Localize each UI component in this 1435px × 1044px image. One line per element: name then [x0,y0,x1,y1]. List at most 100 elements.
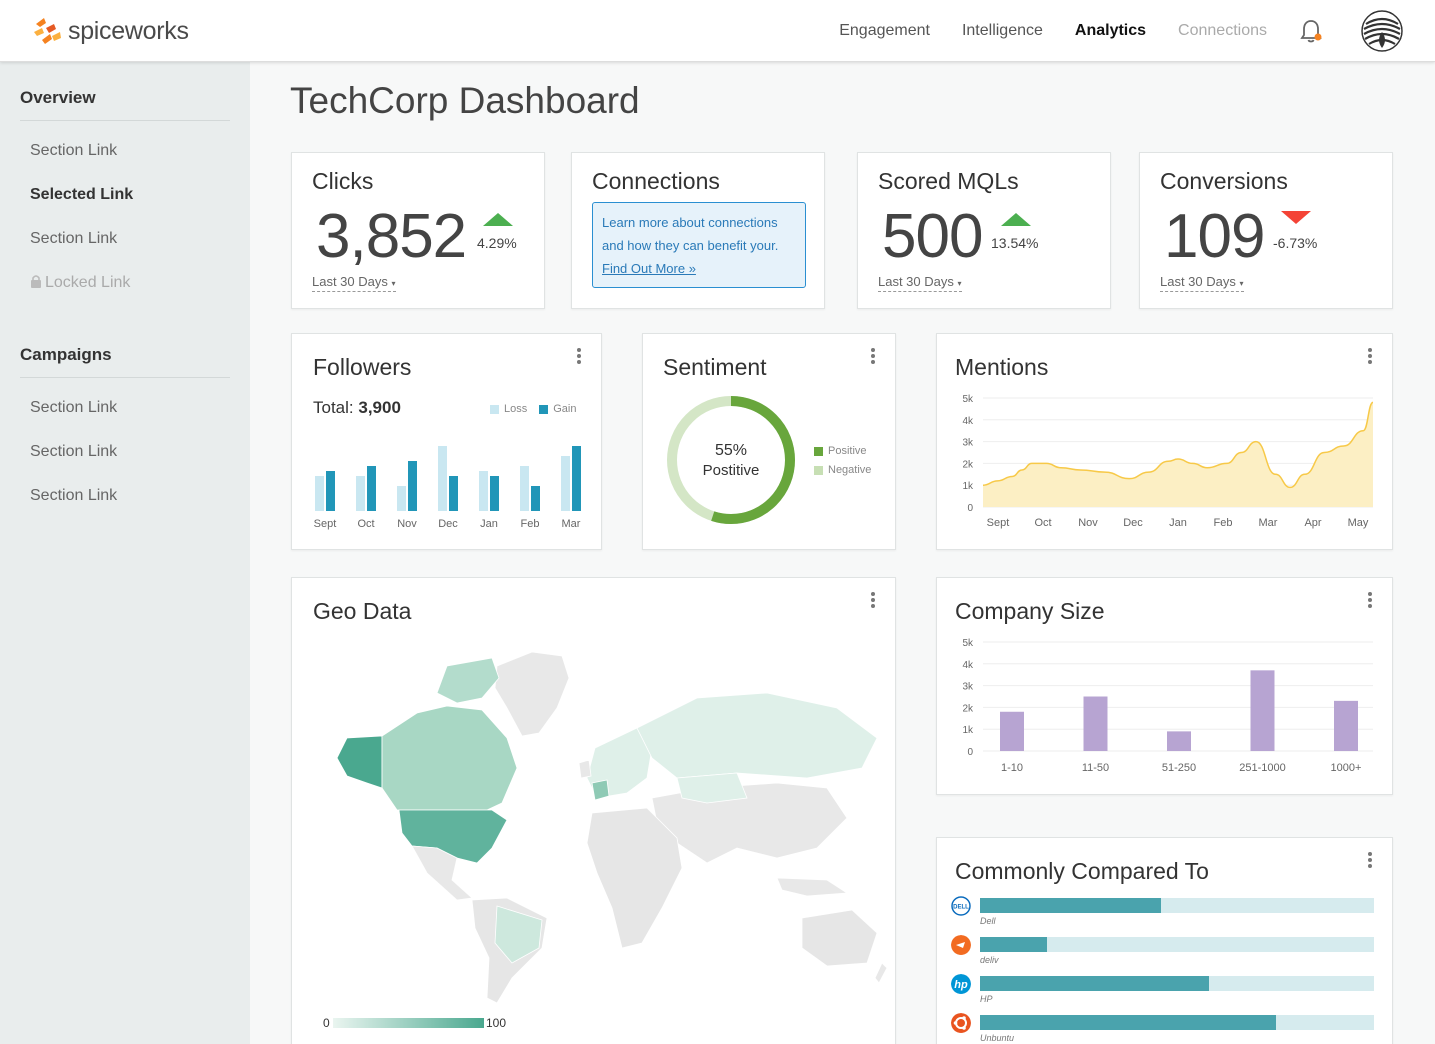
y-tick-label: 3k [962,438,974,449]
more-options-icon[interactable] [1368,592,1372,610]
bar-loss [561,456,570,511]
card-title: Commonly Compared To [955,858,1209,884]
more-options-icon[interactable] [871,592,875,610]
top-navigation-bar: spiceworks Engagement Intelligence Analy… [0,0,1435,62]
bar-gain [326,471,335,511]
bar-gain [408,461,417,511]
mentions-area-chart: 0 1k 2k 3k 4k 5k Sept Oct Nov Dec Jan Feb Mar Apr May [962,394,1374,529]
sidebar-heading-campaigns: Campaigns [20,319,230,378]
donut-center-label: Postitive [702,462,760,479]
more-options-icon[interactable] [871,348,875,366]
compare-label: deliv [980,955,999,965]
x-tick-label: Apr [1304,517,1321,529]
kpi-value: 109 [1164,202,1265,271]
compare-row-deliv[interactable]: deliv [951,933,1375,971]
bar-loss [356,476,365,511]
period-selector[interactable]: Last 30 Days ▾ [312,274,396,292]
followers-total: Total: 3,900 [313,398,401,418]
x-tick-label: 1-10 [1001,762,1023,774]
nav-analytics[interactable]: Analytics [1074,22,1147,39]
period-label: Last 30 Days [878,274,954,289]
kpi-delta: -6.73% [1273,235,1318,251]
region-russia [636,692,878,779]
bar-gain [531,486,540,511]
scale-min-label: 0 [323,1016,330,1030]
compare-bar-fill [980,898,1162,913]
bar-1-10 [1000,711,1024,751]
sidebar-link[interactable]: Section Link [30,399,118,416]
spiceworks-logo[interactable]: spiceworks [32,14,189,48]
x-tick-label: 1000+ [1331,762,1362,774]
sidebar-group-overview: Overview Section Link Selected Link Sect… [0,62,250,305]
bar-gain [490,476,499,511]
compare-row-ubuntu[interactable]: Unbuntu [951,1011,1375,1044]
card-title: Conversions [1160,168,1288,194]
y-tick-label: 5k [962,394,974,405]
compare-row-dell[interactable]: DELL Dell [951,894,1375,932]
legend-label-positive: Positive [828,445,867,457]
period-selector[interactable]: Last 30 Days ▾ [878,274,962,292]
dell-logo-icon: DELL [951,896,971,916]
region-canada [381,705,518,811]
bar-51-250 [1167,731,1191,751]
nav-intelligence[interactable]: Intelligence [961,22,1043,39]
region-greenland [494,651,570,737]
x-tick-label: Sept [314,518,337,530]
compare-label: Dell [980,916,996,926]
spiceworks-logo-icon [34,18,61,44]
more-options-icon[interactable] [577,348,581,366]
bar-loss [438,446,447,511]
legend-swatch-positive [814,446,823,456]
caret-down-icon: ▾ [1239,279,1244,288]
x-tick-label: Mar [1259,517,1278,529]
kpi-card-connections: Connections Learn more about connections… [571,152,825,309]
x-tick-label: Oct [1034,517,1051,529]
bar-loss [315,476,324,511]
donut-center-value: 55% [714,442,748,459]
legend-label-gain: Gain [553,403,577,415]
card-title: Sentiment [663,354,767,380]
compare-label: HP [980,994,993,1004]
followers-bar-chart: Sept Oct Nov Dec Jan Feb Mar [314,446,581,530]
legend-swatch-gain [539,404,549,414]
page-title: TechCorp Dashboard [290,80,640,121]
find-out-more-link[interactable]: Find Out More » [602,261,696,276]
sentiment-donut-chart [667,396,795,524]
area-fill [983,402,1373,507]
sidebar-link[interactable]: Section Link [30,142,118,159]
kpi-delta: 4.29% [477,235,517,251]
y-tick-label: 2k [962,703,974,714]
x-tick-label: Nov [1078,517,1098,529]
region-central-asia [676,772,748,804]
sidebar-link-selected[interactable]: Selected Link [30,186,134,203]
compare-row-hp[interactable]: hp HP [951,972,1375,1010]
notification-bell-icon[interactable] [1299,18,1323,44]
bar-gain [449,476,458,511]
region-brazil [494,905,543,964]
mentions-card: Mentions 0 1k 2k 3k 4k 5k Sept Oct Nov Dec Jan Feb M… [936,333,1393,550]
bar-11-50 [1083,696,1108,751]
sentiment-card: Sentiment 55% Postitive Positive Negativ… [642,333,896,550]
sidebar-link[interactable]: Section Link [30,487,118,504]
user-avatar[interactable] [1361,10,1403,52]
region-usa [398,809,508,864]
kpi-card-scored-mqls: Scored MQLs 500 13.54% Last 30 Days ▾ [857,152,1111,309]
nav-connections[interactable]: Connections [1178,22,1267,39]
compare-label: Unbuntu [980,1033,1015,1043]
bar-1000+ [1334,700,1358,751]
card-title: Geo Data [313,598,412,624]
card-title: Mentions [955,354,1049,380]
sidebar-link[interactable]: Section Link [30,443,118,460]
sidebar-link[interactable]: Section Link [30,230,118,247]
period-selector[interactable]: Last 30 Days ▾ [1160,274,1244,292]
kpi-delta: 13.54% [991,235,1039,251]
scale-max-label: 100 [486,1016,507,1030]
compare-bar-track [980,976,1374,991]
bar-gain [572,446,581,511]
region-new-zealand [874,962,887,984]
more-options-icon[interactable] [1368,852,1372,870]
y-tick-label: 4k [962,660,974,671]
more-options-icon[interactable] [1368,348,1372,366]
nav-engagement[interactable]: Engagement [839,22,930,39]
compare-bar-track [980,898,1374,913]
